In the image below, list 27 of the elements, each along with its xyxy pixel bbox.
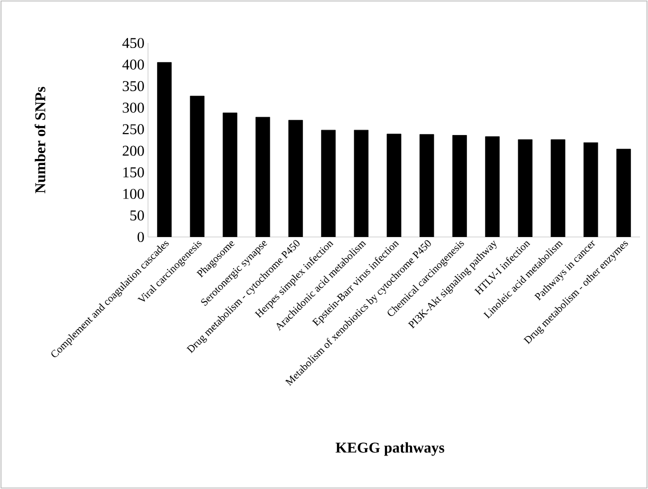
y-axis-title: Number of SNPs <box>34 86 46 194</box>
bar <box>256 116 270 237</box>
y-tick-label: 0 <box>138 232 144 242</box>
bar <box>550 139 566 237</box>
y-tick-label: 150 <box>123 167 144 178</box>
x-axis-title: KEGG pathways <box>336 442 444 456</box>
bar <box>518 139 532 237</box>
bar <box>288 120 303 237</box>
y-tick-label: 300 <box>122 102 144 113</box>
y-tick-label: 200 <box>122 146 144 156</box>
y-tick-label: 350 <box>122 81 144 92</box>
bar <box>190 96 204 237</box>
y-tick-label: 100 <box>123 188 144 199</box>
bar <box>157 62 172 237</box>
y-tick-label: 50 <box>130 210 144 220</box>
bar <box>222 112 238 237</box>
bar <box>452 135 467 237</box>
bar <box>420 134 434 237</box>
y-tick-label: 400 <box>122 60 144 70</box>
bar <box>354 130 368 237</box>
bar <box>485 136 500 237</box>
bar <box>321 130 336 237</box>
bar <box>584 142 598 237</box>
y-tick-label: 450 <box>122 38 144 48</box>
bar <box>616 148 631 237</box>
bar <box>386 134 402 237</box>
y-tick-label: 250 <box>122 124 144 134</box>
